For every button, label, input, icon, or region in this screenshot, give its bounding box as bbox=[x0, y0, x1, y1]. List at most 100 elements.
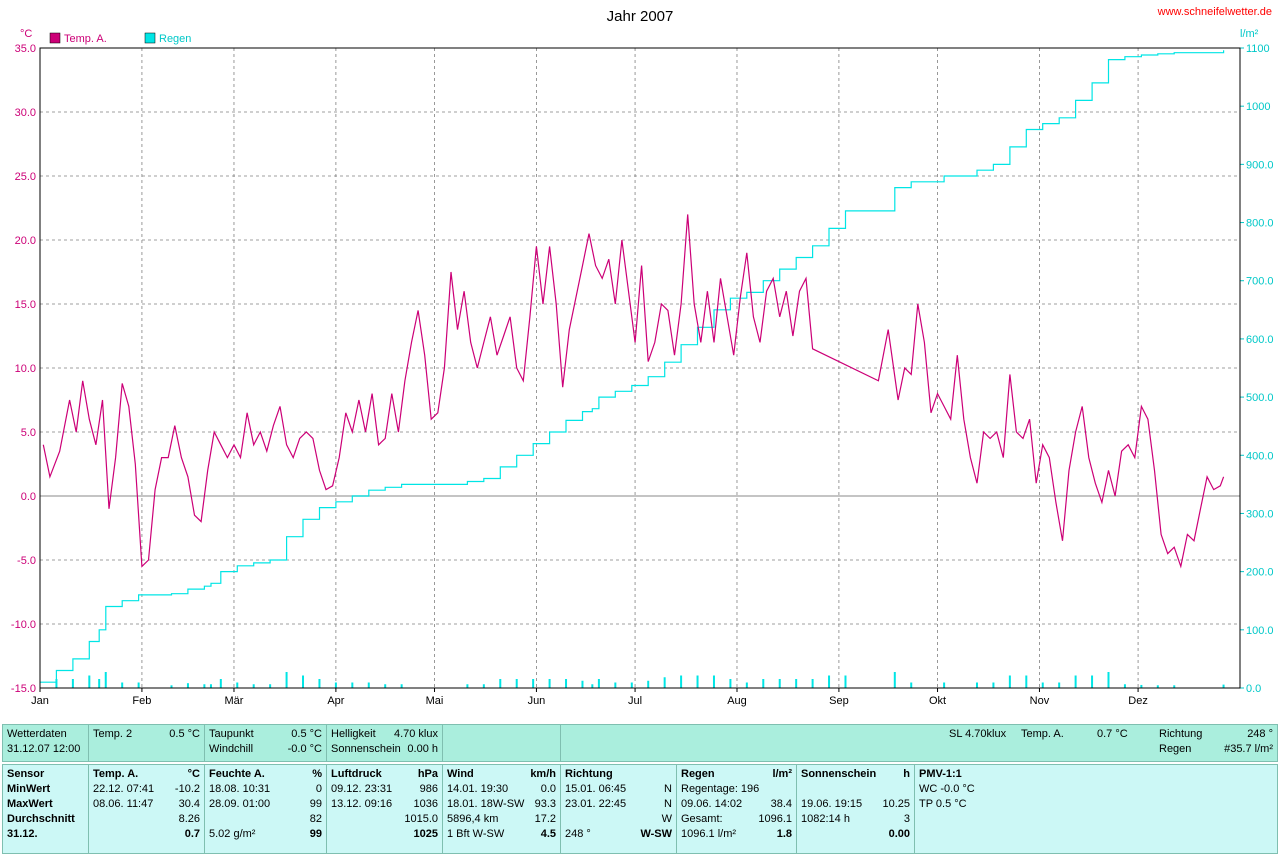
humidity-head: Feuchte A. bbox=[209, 768, 265, 780]
rain-bar bbox=[548, 679, 551, 688]
x-tick-label: Sep bbox=[829, 695, 849, 707]
rain-bar bbox=[1008, 675, 1011, 688]
rain-bar bbox=[219, 679, 222, 688]
weather-datetime: 31.12.07 12:00 bbox=[7, 743, 81, 755]
humidity-max-time: 28.09. 01:00 bbox=[209, 798, 271, 810]
sunshine-avg-value: 3 bbox=[903, 813, 910, 825]
legend-temp-swatch bbox=[49, 32, 61, 44]
pmv-windchill: WC -0.0 °C bbox=[919, 783, 975, 795]
rain-total-label: Gesamt: bbox=[681, 813, 723, 825]
legend-rain-label: Regen bbox=[159, 33, 191, 45]
rain-bar bbox=[334, 682, 337, 688]
weather-label: Wetterdaten bbox=[7, 728, 67, 740]
y-left-tick-label: -15.0 bbox=[11, 683, 36, 695]
legend-rain-swatch bbox=[144, 32, 156, 44]
rain-total-value: 1096.1 bbox=[758, 813, 792, 825]
rain-bar bbox=[910, 682, 913, 688]
y-right-tick-label: 300.0 bbox=[1246, 508, 1274, 520]
windchill-label: Windchill bbox=[209, 743, 254, 755]
humidity-min-time: 18.08. 10:31 bbox=[209, 783, 271, 795]
pmv-column: PMV-1:1 WC -0.0 °C TP 0.5 °C bbox=[915, 765, 1279, 853]
sunshine-max-time: 19.06. 19:15 bbox=[801, 798, 863, 810]
rain-bar bbox=[811, 679, 814, 688]
rain-bar bbox=[203, 684, 206, 688]
rain-bar bbox=[137, 682, 140, 688]
temp-max-time: 08.06. 11:47 bbox=[93, 798, 154, 810]
rain-bar bbox=[515, 679, 518, 688]
pressure-max-value: 1036 bbox=[413, 798, 438, 810]
y-right-tick-label: 400.0 bbox=[1246, 450, 1274, 462]
rain-cumulative-line bbox=[40, 50, 1225, 683]
sensor-date: 31.12. bbox=[7, 828, 38, 840]
sunshine-max-value: 10.25 bbox=[882, 798, 910, 810]
weather-chart: Jahr 2007 °C l/m² Temp. A. Regen -15.0-1… bbox=[11, 8, 1274, 707]
wind-today-value: 4.5 bbox=[540, 828, 556, 840]
rain-bar bbox=[170, 685, 173, 688]
tempA-value: 0.7 °C bbox=[1097, 728, 1128, 740]
rain-bar bbox=[98, 679, 101, 688]
direction-max-time: 23.01. 22:45 bbox=[565, 798, 627, 810]
direction-min-time: 15.01. 06:45 bbox=[565, 783, 627, 795]
current-values-row: Wetterdaten 31.12.07 12:00 Temp. 2 0.5 °C… bbox=[2, 724, 1278, 762]
current-summary-cell: SL 4.70klux Temp. A. 0.7 °C Richtung 248… bbox=[561, 725, 1277, 761]
direction-avg-value: W bbox=[661, 813, 672, 825]
rain-head: Regen bbox=[681, 768, 715, 780]
x-tick-label: Dez bbox=[1128, 695, 1148, 707]
wind-min-time: 14.01. 19:30 bbox=[447, 783, 509, 795]
y-left-tick-label: 30.0 bbox=[15, 107, 36, 119]
rain-bar bbox=[318, 679, 321, 688]
rain-bar bbox=[614, 682, 617, 688]
y-right-tick-label: 1000 bbox=[1246, 101, 1270, 113]
y-right-tick-label: 0.0 bbox=[1246, 683, 1261, 695]
rain-bar bbox=[745, 682, 748, 688]
wind-distance: 5896,4 km bbox=[447, 813, 499, 825]
rain-bar bbox=[209, 684, 212, 688]
wind-avg-value: 17.2 bbox=[534, 813, 556, 825]
legend-temp-label: Temp. A. bbox=[64, 33, 107, 45]
rain-bar bbox=[762, 679, 765, 688]
y-left-tick-label: 15.0 bbox=[15, 299, 36, 311]
x-tick-label: Jan bbox=[31, 695, 49, 707]
sunshine-today-value: 0.00 bbox=[888, 828, 910, 840]
humidity-avg-value: 82 bbox=[309, 813, 322, 825]
y-right-tick-label: 200.0 bbox=[1246, 567, 1274, 579]
dewpoint-value: 0.5 °C bbox=[291, 728, 322, 740]
sensor-column: Sensor MinWert MaxWert Durchschnitt 31.1… bbox=[3, 765, 89, 853]
y-left-tick-label: 20.0 bbox=[15, 235, 36, 247]
wind-column: Wind km/h 14.01. 19:30 0.0 18.01. 18W-SW 93… bbox=[443, 765, 561, 853]
rain-bar bbox=[943, 682, 946, 688]
rain-bar bbox=[712, 675, 715, 688]
y-right-tick-label: 500.0 bbox=[1246, 392, 1274, 404]
rain-bar bbox=[71, 679, 74, 688]
sunshine-value: 0.00 h bbox=[407, 743, 438, 755]
y-left-tick-label: 5.0 bbox=[21, 427, 36, 439]
rain-bar bbox=[581, 680, 584, 688]
rain-bar bbox=[975, 682, 978, 688]
rain-bar bbox=[680, 675, 683, 688]
rain-bar bbox=[1025, 675, 1028, 688]
y-left-tick-label: 35.0 bbox=[15, 43, 36, 55]
wind-unit: km/h bbox=[530, 768, 556, 780]
pressure-min-time: 09.12. 23:31 bbox=[331, 783, 393, 795]
rain-bar bbox=[499, 679, 502, 688]
sensor-head: Sensor bbox=[7, 768, 45, 780]
brightness-label: Helligkeit bbox=[331, 728, 376, 740]
x-tick-label: Aug bbox=[727, 695, 747, 707]
rain-bar bbox=[1074, 675, 1077, 688]
rain-bar bbox=[55, 679, 58, 688]
wind-head: Wind bbox=[447, 768, 474, 780]
site-link[interactable]: www.schneifelwetter.de bbox=[1157, 6, 1272, 18]
rain-bar bbox=[88, 675, 91, 688]
sunshine-total: 1082:14 h bbox=[801, 813, 850, 825]
rain-max-value: 38.4 bbox=[770, 798, 792, 810]
rain-bar bbox=[269, 684, 272, 688]
rain-unit: l/m² bbox=[772, 768, 792, 780]
temp-unit: °C bbox=[187, 768, 200, 780]
y-right-tick-label: 1100 bbox=[1246, 43, 1270, 55]
sensor-max: MaxWert bbox=[7, 798, 53, 810]
rain-bar bbox=[630, 682, 633, 688]
rain-bar bbox=[663, 677, 666, 688]
rain-bar bbox=[351, 682, 354, 688]
data-panel: Wetterdaten 31.12.07 12:00 Temp. 2 0.5 °C… bbox=[0, 724, 1280, 856]
y-left-tick-label: 10.0 bbox=[15, 363, 36, 375]
